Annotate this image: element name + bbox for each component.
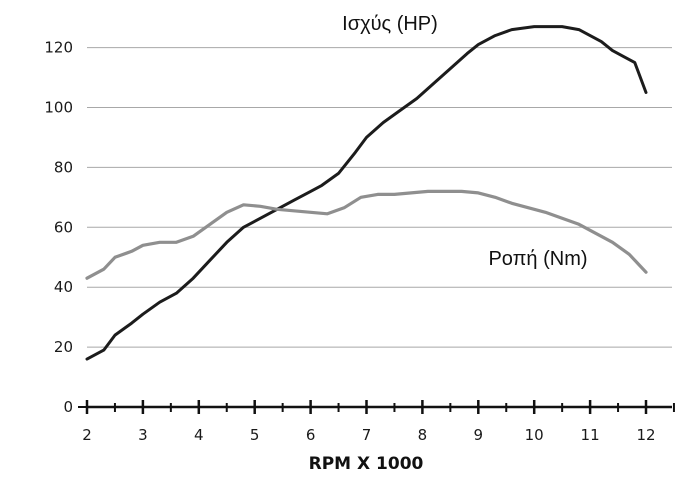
- y-tick-label: 100: [44, 99, 73, 117]
- axis-labels: 0 20 40 60 80 100 120 2 3 4 5 6 7 8 9 10 11 12 Ισχύς (HP) Ρ…: [44, 13, 655, 444]
- y-tick-label: 80: [54, 158, 73, 176]
- y-tick-label: 120: [44, 39, 73, 57]
- gridlines: [87, 47, 672, 348]
- power-line: [85, 25, 648, 361]
- x-tick-label: 12: [636, 426, 655, 444]
- torque-series-label: Ροπή (Nm): [488, 248, 587, 270]
- y-tick-label: 20: [54, 338, 73, 356]
- x-tick-label: 3: [138, 426, 148, 444]
- x-tick-label: 7: [362, 426, 372, 444]
- x-tick-label: 8: [418, 426, 428, 444]
- y-tick-label: 0: [63, 398, 73, 416]
- x-axis-title: RPM X 1000: [309, 454, 424, 474]
- torque-line: [85, 189, 648, 280]
- x-tick-label: 11: [581, 426, 600, 444]
- x-tick-label: 9: [474, 426, 484, 444]
- x-tick-label: 2: [82, 426, 92, 444]
- plot-series: [85, 25, 648, 361]
- power-series-label: Ισχύς (HP): [342, 13, 438, 35]
- x-tick-label: 10: [525, 426, 544, 444]
- x-axis: [78, 400, 675, 414]
- y-tick-label: 60: [54, 218, 73, 236]
- x-tick-label: 5: [250, 426, 260, 444]
- y-tick-label: 40: [54, 278, 73, 296]
- x-tick-label: 6: [306, 426, 316, 444]
- x-tick-label: 4: [194, 426, 204, 444]
